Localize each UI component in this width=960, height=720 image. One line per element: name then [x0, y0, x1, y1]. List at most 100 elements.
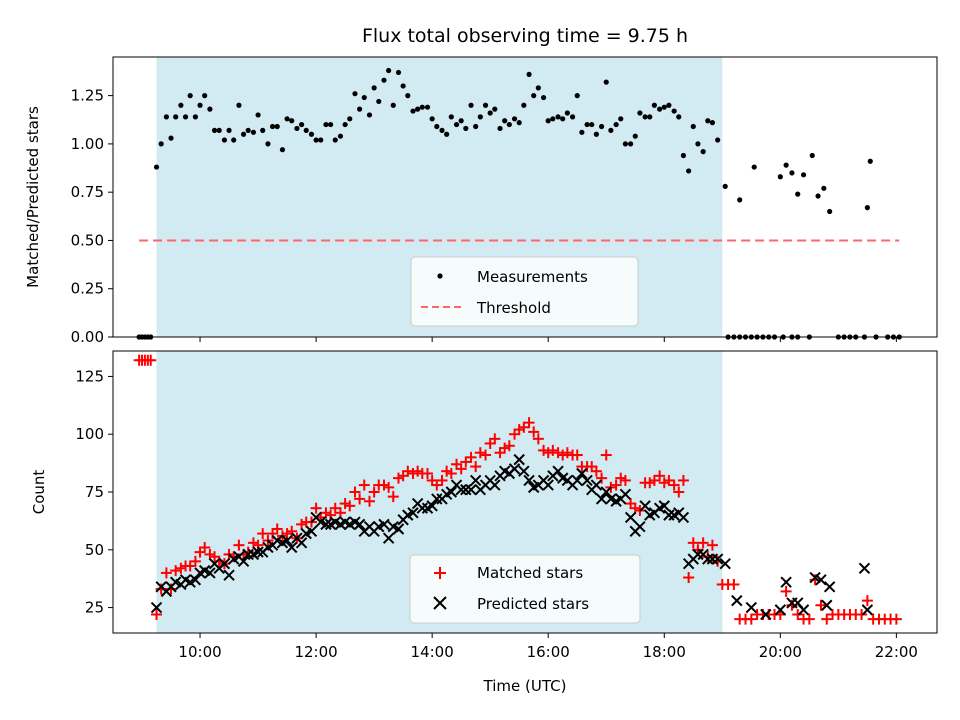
- measurement-point: [642, 114, 648, 120]
- measurement-point: [410, 108, 416, 114]
- measurement-point: [395, 69, 402, 76]
- measurement-point: [526, 71, 532, 77]
- top-y-tick-label: 1.25: [71, 87, 104, 105]
- predicted-star-point: [809, 571, 821, 584]
- matched-star-point: [590, 465, 602, 477]
- measurement-point: [482, 102, 489, 108]
- matched-star-point: [368, 486, 380, 498]
- measurement-point: [182, 114, 189, 120]
- measurement-point: [318, 137, 324, 143]
- measurement-point: [647, 114, 653, 120]
- measurement-point: [216, 127, 222, 133]
- top-y-tick-label: 0.50: [71, 231, 104, 249]
- matched-star-point: [160, 567, 172, 579]
- matched-star-point: [780, 585, 792, 597]
- predicted-star-point: [523, 474, 535, 487]
- matched-star-point: [286, 525, 298, 537]
- predicted-star-point: [639, 500, 651, 512]
- measurement-point: [173, 114, 179, 120]
- x-tick-label: 20:00: [759, 643, 802, 661]
- matched-star-point: [803, 613, 815, 625]
- matched-star-point: [402, 465, 414, 477]
- predicted-star-point: [295, 537, 308, 549]
- measurement-point: [690, 123, 696, 130]
- measurement-point: [192, 114, 198, 120]
- predicted-star-point: [460, 483, 472, 496]
- x-tick-label: 10:00: [178, 643, 221, 661]
- measurement-point: [676, 114, 682, 120]
- bottom-y-tick-label: 50: [85, 541, 104, 559]
- matched-star-point: [619, 474, 631, 486]
- x-tick-label: 16:00: [527, 643, 570, 661]
- matched-star-point: [654, 470, 666, 482]
- matched-star-point: [610, 479, 622, 491]
- matched-star-point: [358, 479, 370, 491]
- measurement-point: [357, 106, 363, 112]
- measurement-point: [560, 116, 566, 122]
- measurement-point: [429, 116, 435, 122]
- measurement-point: [400, 83, 406, 89]
- measurement-point: [574, 93, 580, 99]
- measurement-point: [453, 121, 460, 128]
- measurement-point: [535, 85, 541, 91]
- top-y-ticks: 0.00 0.25 0.50 0.75 1.00 1.25: [71, 87, 113, 346]
- measurements-points: [136, 67, 902, 340]
- matched-star-point: [354, 493, 366, 505]
- measurement-point: [521, 102, 527, 108]
- measurement-point: [598, 123, 605, 130]
- predicted-star-point: [706, 553, 719, 565]
- measurement-point: [303, 127, 309, 133]
- matched-star-point: [257, 528, 269, 540]
- measurement-point: [298, 121, 305, 128]
- measurement-point: [434, 123, 440, 130]
- predicted-star-point: [731, 594, 743, 607]
- measurement-point: [153, 164, 160, 170]
- matched-star-point: [706, 539, 718, 551]
- measurement-point: [651, 102, 658, 108]
- predicted-star-point: [513, 453, 525, 466]
- predicted-star-point: [576, 467, 588, 480]
- measurement-point: [323, 121, 329, 128]
- matched-star-point: [547, 444, 559, 456]
- measurement-point: [419, 104, 425, 110]
- matched-star-point: [445, 468, 457, 480]
- predicted-star-point: [692, 548, 704, 561]
- predicted-star-point: [815, 574, 827, 586]
- measurement-point: [502, 118, 508, 124]
- measurement-point: [274, 123, 280, 130]
- measurement-point: [809, 152, 815, 159]
- measurement-point: [347, 116, 353, 122]
- measurement-point: [564, 110, 570, 116]
- measurement-point: [158, 141, 164, 147]
- matched-star-point: [387, 491, 399, 503]
- measurement-point: [628, 141, 634, 147]
- legend-predicted-label: Predicted stars: [477, 595, 589, 613]
- predicted-star-point: [223, 569, 235, 581]
- predicted-star-point: [378, 518, 390, 531]
- predicted-star-point: [624, 511, 637, 524]
- matched-star-point: [728, 578, 740, 590]
- measurement-point: [783, 162, 789, 168]
- measurement-point: [737, 197, 743, 203]
- measurement-point: [468, 102, 474, 108]
- measurement-point: [603, 79, 609, 85]
- measurement-point: [163, 114, 169, 120]
- matched-star-point: [465, 451, 477, 463]
- matched-star-point: [683, 572, 695, 584]
- measurement-point: [202, 93, 208, 99]
- matched-star-point: [561, 447, 573, 459]
- measurement-point: [415, 106, 421, 112]
- measurement-point: [800, 172, 807, 178]
- x-axis-label: Time (UTC): [483, 677, 567, 695]
- measurement-point: [337, 133, 344, 139]
- predicted-star-point: [150, 601, 163, 614]
- measurement-point: [366, 112, 373, 118]
- measurement-point: [751, 164, 757, 170]
- measurement-point: [666, 102, 672, 108]
- predicted-star-point: [552, 465, 564, 477]
- measurement-point: [328, 121, 334, 128]
- measurement-point: [265, 141, 271, 147]
- predicted-star-point: [571, 474, 583, 487]
- measurement-point: [680, 152, 687, 159]
